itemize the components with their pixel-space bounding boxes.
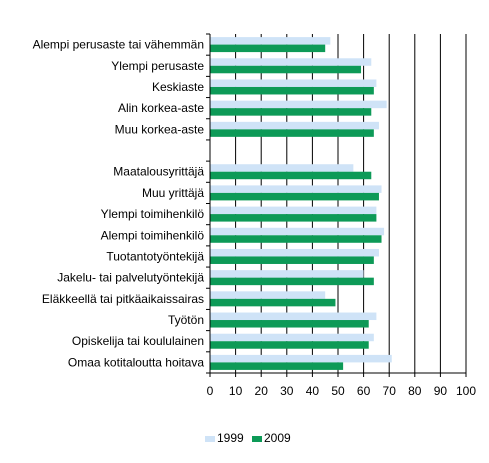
bar-2009-1 xyxy=(210,65,362,74)
bar-2009-7 xyxy=(210,192,379,201)
bar-2009-9 xyxy=(210,235,382,243)
bar-2009-14 xyxy=(210,341,369,349)
bar-1999-7 xyxy=(210,185,382,193)
bar-2009-15 xyxy=(210,362,344,370)
category-label: Maatalousyrittäjä xyxy=(113,165,204,179)
legend-label-1999: 1999 xyxy=(217,431,244,445)
bar-2009-13 xyxy=(210,320,369,328)
category-label: Eläkkeellä tai pitkäaikaissairas xyxy=(42,292,204,306)
bar-2009-0 xyxy=(210,44,326,53)
x-tick-label: 100 xyxy=(456,384,476,398)
bar-2009-3 xyxy=(210,108,372,116)
legend-label-2009: 2009 xyxy=(264,431,291,445)
category-label: Työtön xyxy=(168,313,204,327)
bar-1999-14 xyxy=(210,333,374,342)
bar-1999-15 xyxy=(210,354,392,363)
x-tick-label: 60 xyxy=(357,384,371,398)
category-label: Ylempi toimihenkilö xyxy=(101,207,205,221)
x-tick-label: 50 xyxy=(331,384,345,398)
bar-2009-12 xyxy=(210,298,336,307)
x-tick-label: 40 xyxy=(306,384,320,398)
bar-1999-10 xyxy=(210,248,379,257)
bar-1999-6 xyxy=(210,164,354,172)
category-label: Ylempi perusaste xyxy=(111,59,204,73)
bar-1999-8 xyxy=(210,206,377,215)
category-label: Tuotantotyöntekijä xyxy=(106,249,204,263)
bar-1999-3 xyxy=(210,100,387,109)
bar-2009-2 xyxy=(210,86,374,95)
bar-2009-6 xyxy=(210,171,372,180)
legend-swatch-2009 xyxy=(252,436,262,442)
category-label: Alempi perusaste tai vähemmän xyxy=(33,38,204,52)
bar-1999-1 xyxy=(210,58,372,66)
x-tick-label: 90 xyxy=(434,384,448,398)
category-label: Alempi toimihenkilö xyxy=(101,228,205,242)
category-label: Omaa kotitaloutta hoitava xyxy=(68,355,204,369)
bar-1999-11 xyxy=(210,270,364,278)
bar-2009-4 xyxy=(210,129,374,137)
category-label: Muu korkea-aste xyxy=(115,122,205,136)
x-tick-label: 80 xyxy=(408,384,422,398)
bar-1999-13 xyxy=(210,312,377,321)
bar-1999-0 xyxy=(210,37,331,45)
x-tick-label: 10 xyxy=(229,384,243,398)
x-tick-label: 30 xyxy=(280,384,294,398)
bar-1999-9 xyxy=(210,227,385,236)
category-label: Jakelu- tai palvelutyöntekijä xyxy=(57,271,204,285)
bar-1999-4 xyxy=(210,121,379,130)
category-label: Alin korkea-aste xyxy=(118,101,204,115)
x-tick-label: 70 xyxy=(383,384,397,398)
x-tick-label: 0 xyxy=(207,384,214,398)
legend-swatch-1999 xyxy=(205,436,215,442)
category-label: Keskiaste xyxy=(152,80,204,94)
bar-1999-2 xyxy=(210,79,377,87)
category-label: Muu yrittäjä xyxy=(142,186,204,200)
bar-2009-11 xyxy=(210,277,374,286)
bar-2009-8 xyxy=(210,214,377,222)
x-tick-label: 20 xyxy=(255,384,269,398)
bar-1999-12 xyxy=(210,291,326,299)
bar-2009-10 xyxy=(210,256,374,264)
category-label: Opiskelija tai koululainen xyxy=(72,334,204,348)
